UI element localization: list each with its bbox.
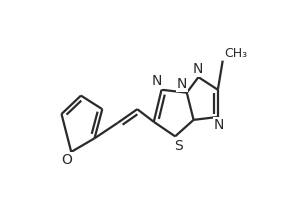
Text: N: N (214, 118, 224, 132)
Text: S: S (174, 138, 183, 152)
Text: N: N (193, 62, 203, 76)
Text: N: N (177, 77, 187, 91)
Text: CH₃: CH₃ (225, 47, 248, 60)
Text: O: O (61, 153, 72, 167)
Text: N: N (152, 74, 162, 88)
